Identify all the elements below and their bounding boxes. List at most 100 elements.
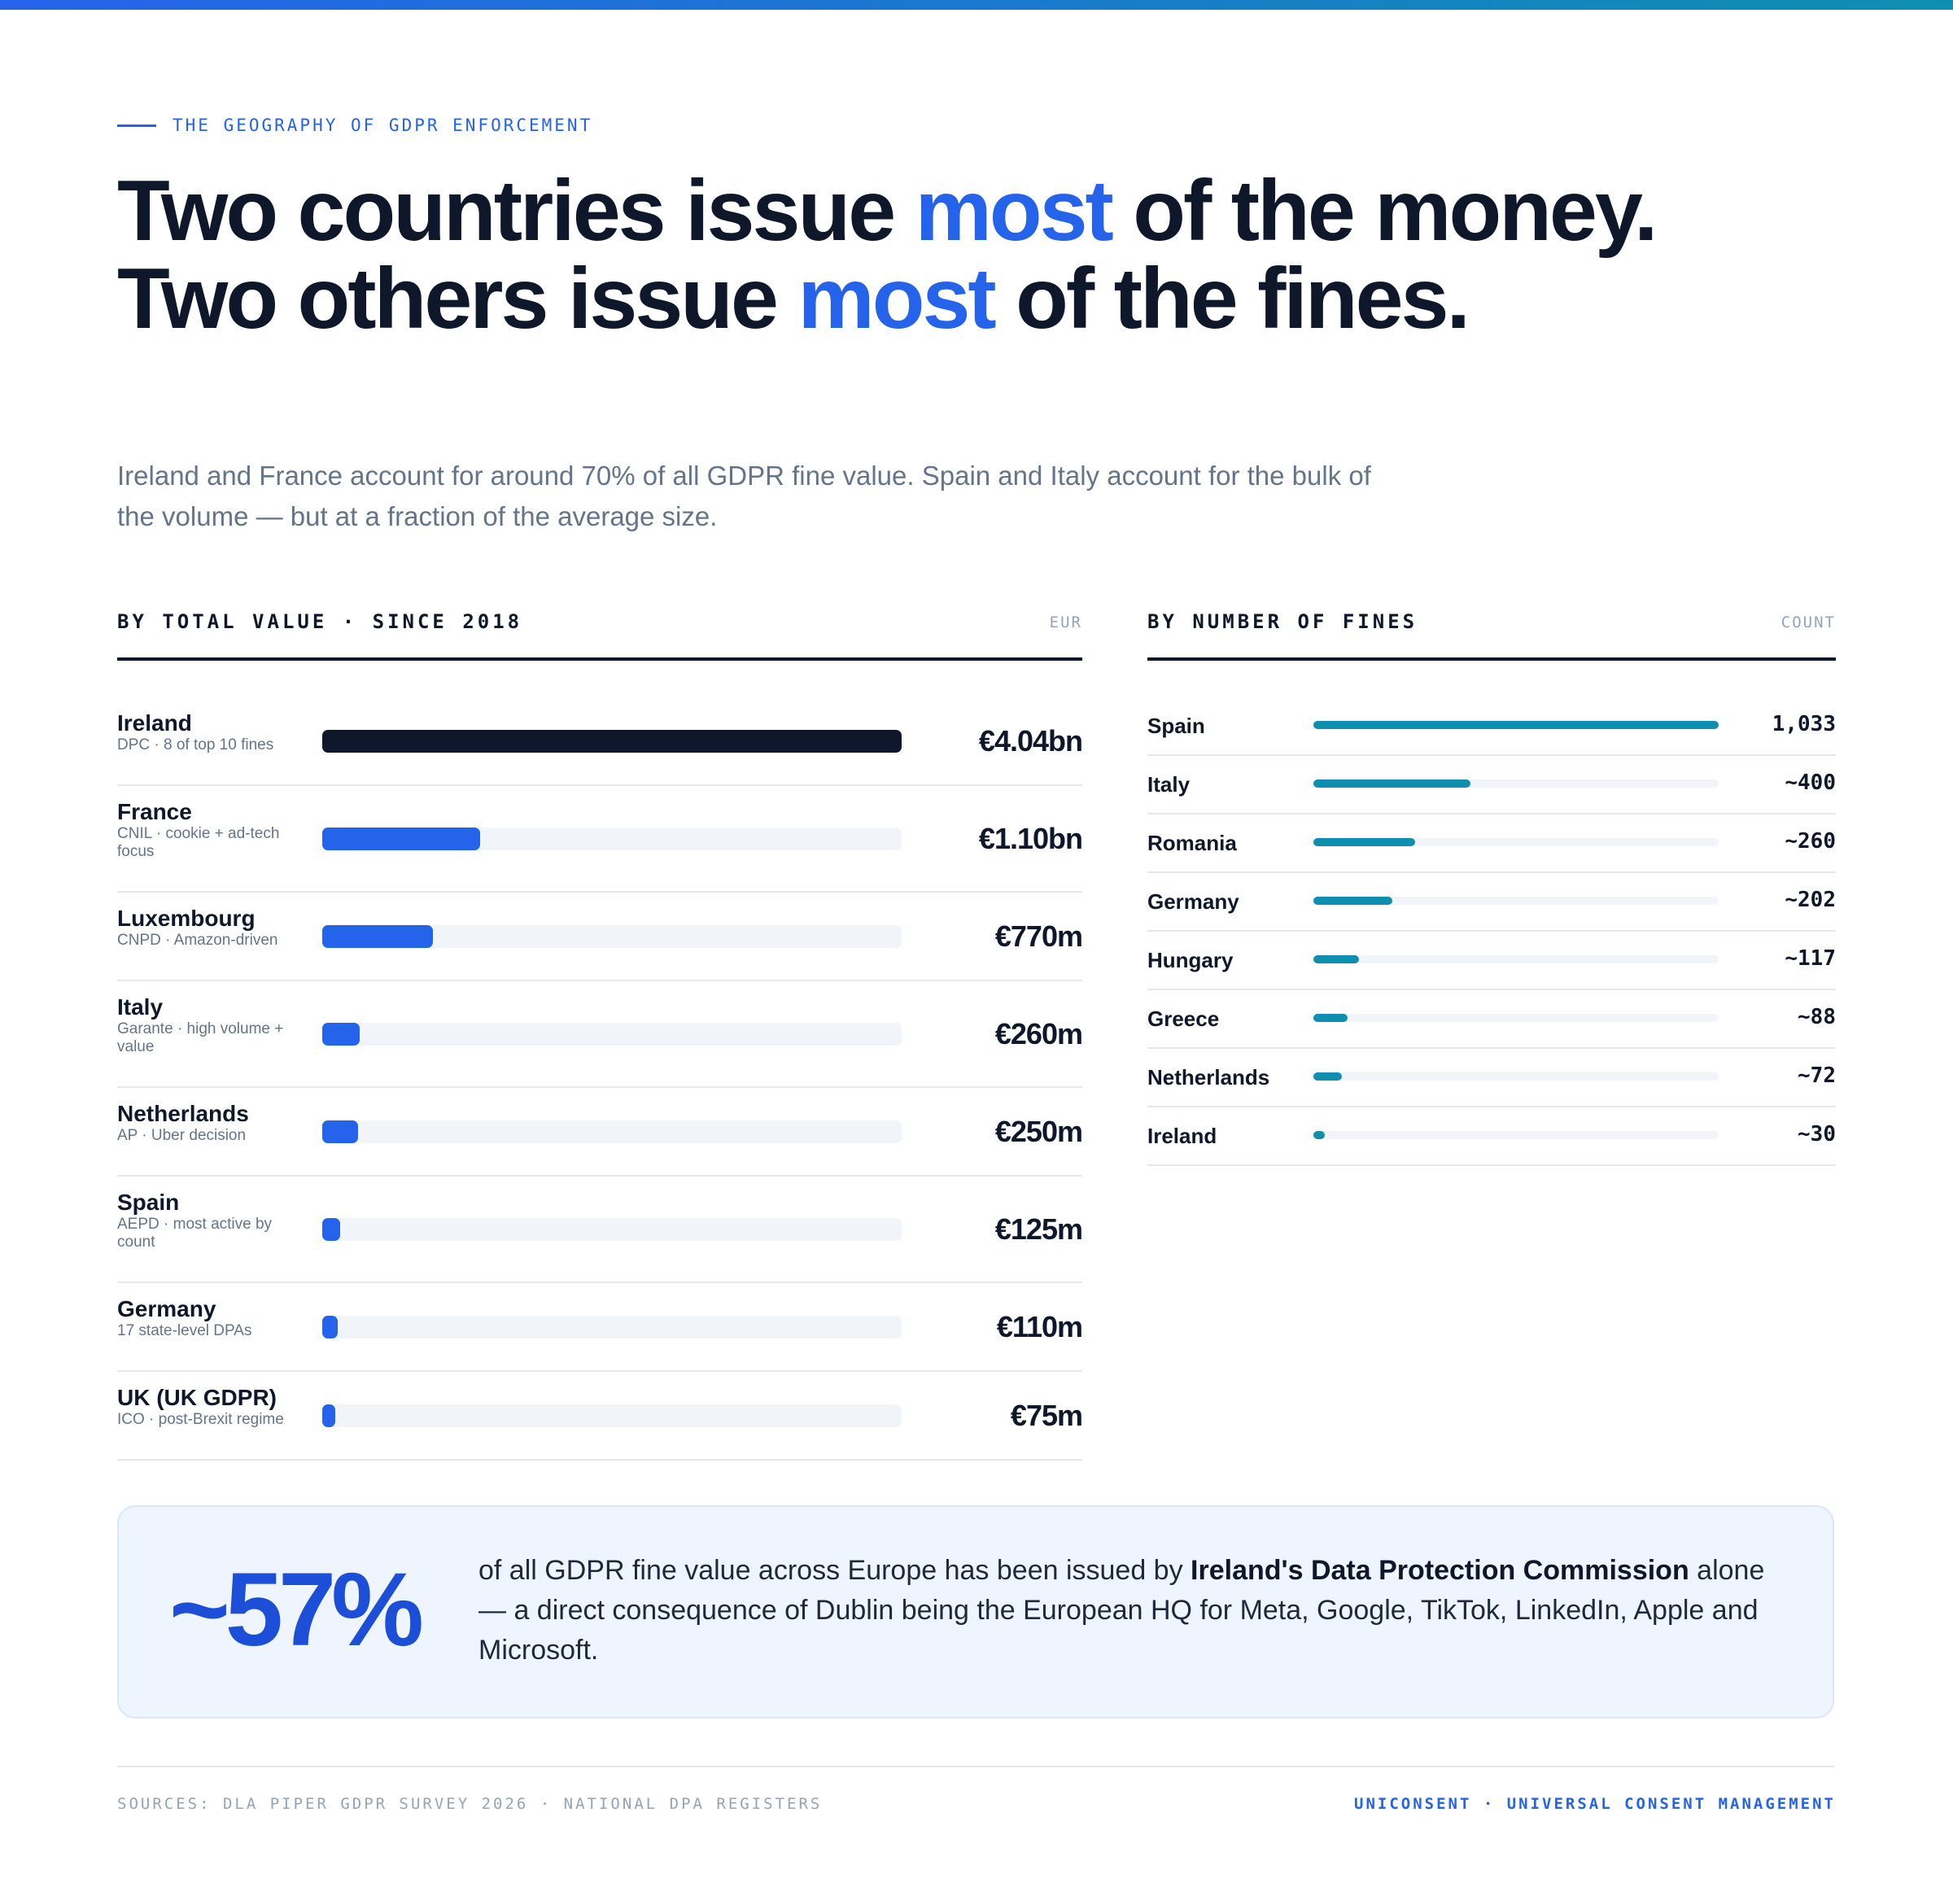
callout-box: ~57% of all GDPR fine value across Europ… xyxy=(117,1505,1834,1718)
bar-track xyxy=(1313,955,1719,963)
footer-divider xyxy=(117,1766,1834,1767)
bar-track xyxy=(322,1218,902,1241)
bar-track xyxy=(1313,780,1719,788)
bar-fill xyxy=(1313,1014,1348,1022)
bar-fill xyxy=(322,1218,340,1241)
bar-track xyxy=(1313,721,1719,729)
value-row: Ireland DPC · 8 of top 10 fines €4.04bn xyxy=(117,697,1083,786)
bar-fill xyxy=(322,1316,338,1338)
count-panel-unit: COUNT xyxy=(1780,614,1836,631)
country-name: France xyxy=(117,799,192,824)
value-row: UK (UK GDPR) ICO · post-Brexit regime €75m xyxy=(117,1372,1083,1461)
bar-track xyxy=(322,1316,902,1338)
value-row: Luxembourg CNPD · Amazon-driven €770m xyxy=(117,893,1083,981)
value-label: €260m xyxy=(994,1017,1083,1050)
footer-sources: SOURCES: DLA PIPER GDPR SURVEY 2026 · NA… xyxy=(117,1795,823,1813)
bar-fill xyxy=(322,828,480,850)
country-name: Greece xyxy=(1147,1007,1220,1031)
country-name: UK (UK GDPR) xyxy=(117,1385,277,1410)
country-name: Netherlands xyxy=(117,1101,249,1126)
value-label: €75m xyxy=(1010,1399,1083,1432)
bar-track xyxy=(1313,1014,1719,1022)
callout-text-bold: Ireland's Data Protection Commission xyxy=(1191,1555,1689,1586)
value-label: €125m xyxy=(994,1212,1083,1246)
eyebrow: THE GEOGRAPHY OF GDPR ENFORCEMENT xyxy=(117,116,592,135)
country-name: Spain xyxy=(117,1190,180,1215)
page-title: Two countries issue most of the money. T… xyxy=(117,167,1663,343)
value-label: €250m xyxy=(994,1115,1083,1148)
eyebrow-text: THE GEOGRAPHY OF GDPR ENFORCEMENT xyxy=(173,116,593,135)
country-name: Hungary xyxy=(1147,948,1234,972)
count-row: Spain 1,033 xyxy=(1147,697,1836,756)
callout-text: of all GDPR fine value across Europe has… xyxy=(478,1551,1797,1670)
bar-track xyxy=(322,1023,902,1046)
bar-track xyxy=(322,730,902,753)
title-part: of the fines. xyxy=(994,251,1470,347)
country-note: CNPD · Amazon-driven xyxy=(117,932,278,949)
bar-track xyxy=(322,1404,902,1427)
top-accent-bar xyxy=(0,0,1953,10)
bar-track xyxy=(322,925,902,948)
bar-fill xyxy=(322,925,433,948)
value-label: €4.04bn xyxy=(978,724,1083,758)
subtitle: Ireland and France account for around 70… xyxy=(117,461,1371,531)
count-label: ~400 xyxy=(1785,771,1836,795)
country-name: Ireland xyxy=(1147,1124,1217,1148)
count-label: ~72 xyxy=(1798,1063,1836,1088)
bar-fill xyxy=(1313,721,1719,729)
count-label: ~260 xyxy=(1785,829,1836,854)
footer-brand: UNICONSENT · UNIVERSAL CONSENT MANAGEMEN… xyxy=(1354,1795,1836,1813)
title-part: Two countries issue xyxy=(117,163,915,259)
value-panel-header: BY TOTAL VALUE · SINCE 2018 EUR xyxy=(117,609,1082,661)
bar-fill xyxy=(1313,955,1359,963)
value-label: €770m xyxy=(994,919,1083,953)
bar-track xyxy=(1313,838,1719,846)
country-note: DPC · 8 of top 10 fines xyxy=(117,736,274,753)
value-row: Netherlands AP · Uber decision €250m xyxy=(117,1088,1083,1177)
title-highlight: most xyxy=(797,251,996,347)
bar-track xyxy=(322,1120,902,1143)
value-row: France CNIL · cookie + ad-tech focus €1.10… xyxy=(117,786,1083,893)
count-label: ~88 xyxy=(1798,1005,1836,1029)
bar-fill xyxy=(322,1404,335,1427)
count-row: Italy ~400 xyxy=(1147,756,1836,814)
count-label: ~202 xyxy=(1785,888,1836,912)
value-row: Spain AEPD · most active by count €125m xyxy=(117,1177,1083,1283)
count-row: Netherlands ~72 xyxy=(1147,1049,1836,1107)
country-name: Italy xyxy=(1147,772,1191,797)
bar-fill xyxy=(1313,780,1470,788)
count-row: Hungary ~117 xyxy=(1147,932,1836,990)
title-highlight: most xyxy=(915,163,1114,259)
bar-fill xyxy=(1313,1131,1325,1139)
country-note: Garante · high volume + value xyxy=(117,1020,284,1055)
title-part: of the money. xyxy=(1111,163,1658,259)
callout-text-a: of all GDPR fine value across Europe has… xyxy=(478,1555,1191,1586)
count-row: Greece ~88 xyxy=(1147,990,1836,1049)
country-name: Germany xyxy=(1147,889,1239,914)
country-note: AEPD · most active by count xyxy=(117,1216,273,1251)
value-panel-unit: EUR xyxy=(1049,614,1082,631)
bar-track xyxy=(1313,1072,1719,1081)
country-name: Italy xyxy=(117,994,164,1020)
count-row: Romania ~260 xyxy=(1147,814,1836,873)
value-row: Italy Garante · high volume + value €260m xyxy=(117,981,1083,1088)
value-bar-chart: Ireland DPC · 8 of top 10 fines €4.04bn Fra… xyxy=(117,697,1083,1461)
bar-fill xyxy=(322,1120,358,1143)
bar-track xyxy=(1313,897,1719,905)
bar-track xyxy=(1313,1131,1719,1139)
count-panel-header: BY NUMBER OF FINES COUNT xyxy=(1147,609,1836,661)
country-name: Spain xyxy=(1147,714,1205,738)
count-panel-title: BY NUMBER OF FINES xyxy=(1147,610,1418,633)
count-row: Ireland ~30 xyxy=(1147,1107,1836,1166)
bar-fill xyxy=(1313,897,1392,905)
country-name: Ireland xyxy=(117,710,192,736)
value-row: Germany 17 state-level DPAs €110m xyxy=(117,1283,1083,1372)
value-label: €1.10bn xyxy=(978,822,1083,855)
bar-track xyxy=(322,828,902,850)
country-note: ICO · post-Brexit regime xyxy=(117,1411,284,1428)
bar-fill xyxy=(1313,838,1415,846)
bar-fill xyxy=(1313,1072,1342,1081)
count-label: ~30 xyxy=(1798,1122,1836,1146)
bar-fill xyxy=(322,1023,360,1046)
country-note: AP · Uber decision xyxy=(117,1127,247,1144)
